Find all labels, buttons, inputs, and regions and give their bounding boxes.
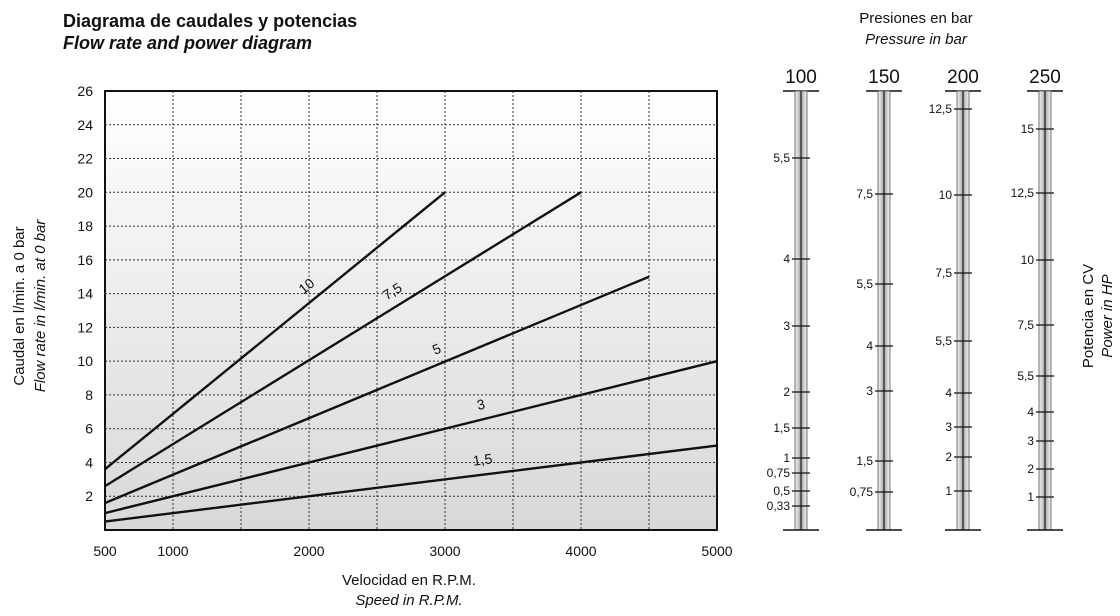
x-axis-label: Velocidad en R.P.M. bbox=[342, 572, 476, 589]
pressure-label: 200 bbox=[947, 67, 979, 88]
x-tick-label: 3000 bbox=[429, 543, 460, 559]
scale-tick-label: 4 bbox=[1027, 405, 1034, 419]
y-tick-label: 26 bbox=[77, 83, 93, 99]
scale-tick-label: 0,75 bbox=[767, 466, 791, 480]
scale-tick-label: 7,5 bbox=[935, 266, 952, 280]
scale-tick-label: 3 bbox=[1027, 434, 1034, 448]
scale-tick-label: 5,5 bbox=[773, 151, 790, 165]
y-tick-label: 10 bbox=[77, 353, 93, 369]
series-line bbox=[104, 191, 446, 471]
pressure-title-en: Pressure in bar bbox=[865, 31, 968, 48]
pressure-label: 250 bbox=[1029, 67, 1061, 88]
x-tick-label: 500 bbox=[93, 543, 117, 559]
x-tick-label: 4000 bbox=[565, 543, 596, 559]
plot-area bbox=[105, 91, 717, 530]
scale-tick-label: 7,5 bbox=[1017, 318, 1034, 332]
scale-tick-label: 7,5 bbox=[856, 187, 873, 201]
series-line bbox=[104, 444, 718, 523]
pressure-label: 150 bbox=[868, 67, 900, 88]
y-tick-label: 18 bbox=[77, 218, 93, 234]
y-tick-label: 12 bbox=[77, 319, 93, 335]
scale-tick-label: 10 bbox=[1021, 253, 1035, 267]
pressure-label: 100 bbox=[785, 67, 817, 88]
series-line bbox=[104, 359, 718, 515]
y-tick-label: 4 bbox=[85, 454, 93, 470]
gridlines bbox=[105, 91, 717, 530]
y-tick-label: 2 bbox=[85, 488, 93, 504]
y-tick-label: 22 bbox=[77, 151, 93, 167]
scale-tick-label: 2 bbox=[945, 450, 952, 464]
series-lines bbox=[104, 191, 718, 523]
scale-tick-label: 5,5 bbox=[1017, 369, 1034, 383]
pressure-title: Presiones en bar bbox=[859, 10, 972, 27]
scale-tick-label: 3 bbox=[945, 420, 952, 434]
y-tick-label: 16 bbox=[77, 252, 93, 268]
x-axis-label-en: Speed in R.P.M. bbox=[355, 592, 462, 609]
y-tick-label: 8 bbox=[85, 387, 93, 403]
scale-tick-label: 5,5 bbox=[935, 334, 952, 348]
scale-tick-label: 12,5 bbox=[1011, 186, 1035, 200]
series-line bbox=[104, 275, 650, 505]
scale-tick-label: 1 bbox=[945, 484, 952, 498]
pressure-power-scales: 1005,54321,510,750,50,331507,55,5431,50,… bbox=[767, 67, 1063, 531]
scale-tick-label: 4 bbox=[866, 339, 873, 353]
plot-frame bbox=[104, 90, 718, 531]
scale-tick-label: 4 bbox=[945, 386, 952, 400]
y-tick-label: 6 bbox=[85, 421, 93, 437]
scale-tick-label: 0,5 bbox=[773, 484, 790, 498]
series-label: 1,5 bbox=[472, 450, 493, 468]
power-label: Potencia en CV bbox=[1080, 264, 1097, 368]
scale-tick-label: 5,5 bbox=[856, 277, 873, 291]
scale-tick-label: 12,5 bbox=[929, 102, 953, 116]
scale-tick-label: 2 bbox=[783, 385, 790, 399]
scale-tick-label: 1,5 bbox=[856, 454, 873, 468]
scale-tick-label: 15 bbox=[1021, 122, 1035, 136]
x-tick-label: 2000 bbox=[293, 543, 324, 559]
scale-tick-label: 1 bbox=[783, 451, 790, 465]
title-en: Flow rate and power diagram bbox=[63, 33, 313, 53]
scale-tick-label: 1 bbox=[1027, 490, 1034, 504]
x-tick-label: 5000 bbox=[701, 543, 732, 559]
scale-tick-label: 3 bbox=[866, 384, 873, 398]
series-line bbox=[104, 191, 582, 488]
power-label-en: Power in HP bbox=[1099, 274, 1116, 357]
scale-tick-label: 3 bbox=[783, 319, 790, 333]
scale-tick-label: 1,5 bbox=[773, 421, 790, 435]
y-tick-label: 20 bbox=[77, 184, 93, 200]
scale-tick-label: 0,33 bbox=[767, 499, 791, 513]
title-es: Diagrama de caudales y potencias bbox=[63, 11, 358, 31]
y-tick-label: 14 bbox=[77, 286, 93, 302]
scale-tick-label: 10 bbox=[939, 188, 953, 202]
scale-tick-label: 0,75 bbox=[850, 485, 874, 499]
y-axis-label-en: Flow rate in l/min. at 0 bar bbox=[32, 219, 49, 393]
scale-tick-label: 4 bbox=[783, 252, 790, 266]
series-label: 3 bbox=[475, 396, 487, 413]
y-tick-label: 24 bbox=[77, 117, 93, 133]
scale-tick-label: 2 bbox=[1027, 462, 1034, 476]
x-tick-labels: 500 1000 2000 3000 4000 5000 bbox=[93, 543, 732, 559]
y-axis-label: Caudal en l/min. a 0 bar bbox=[11, 226, 28, 385]
chart-title: Diagrama de caudales y potencias Flow ra… bbox=[63, 10, 357, 54]
x-tick-label: 1000 bbox=[157, 543, 188, 559]
